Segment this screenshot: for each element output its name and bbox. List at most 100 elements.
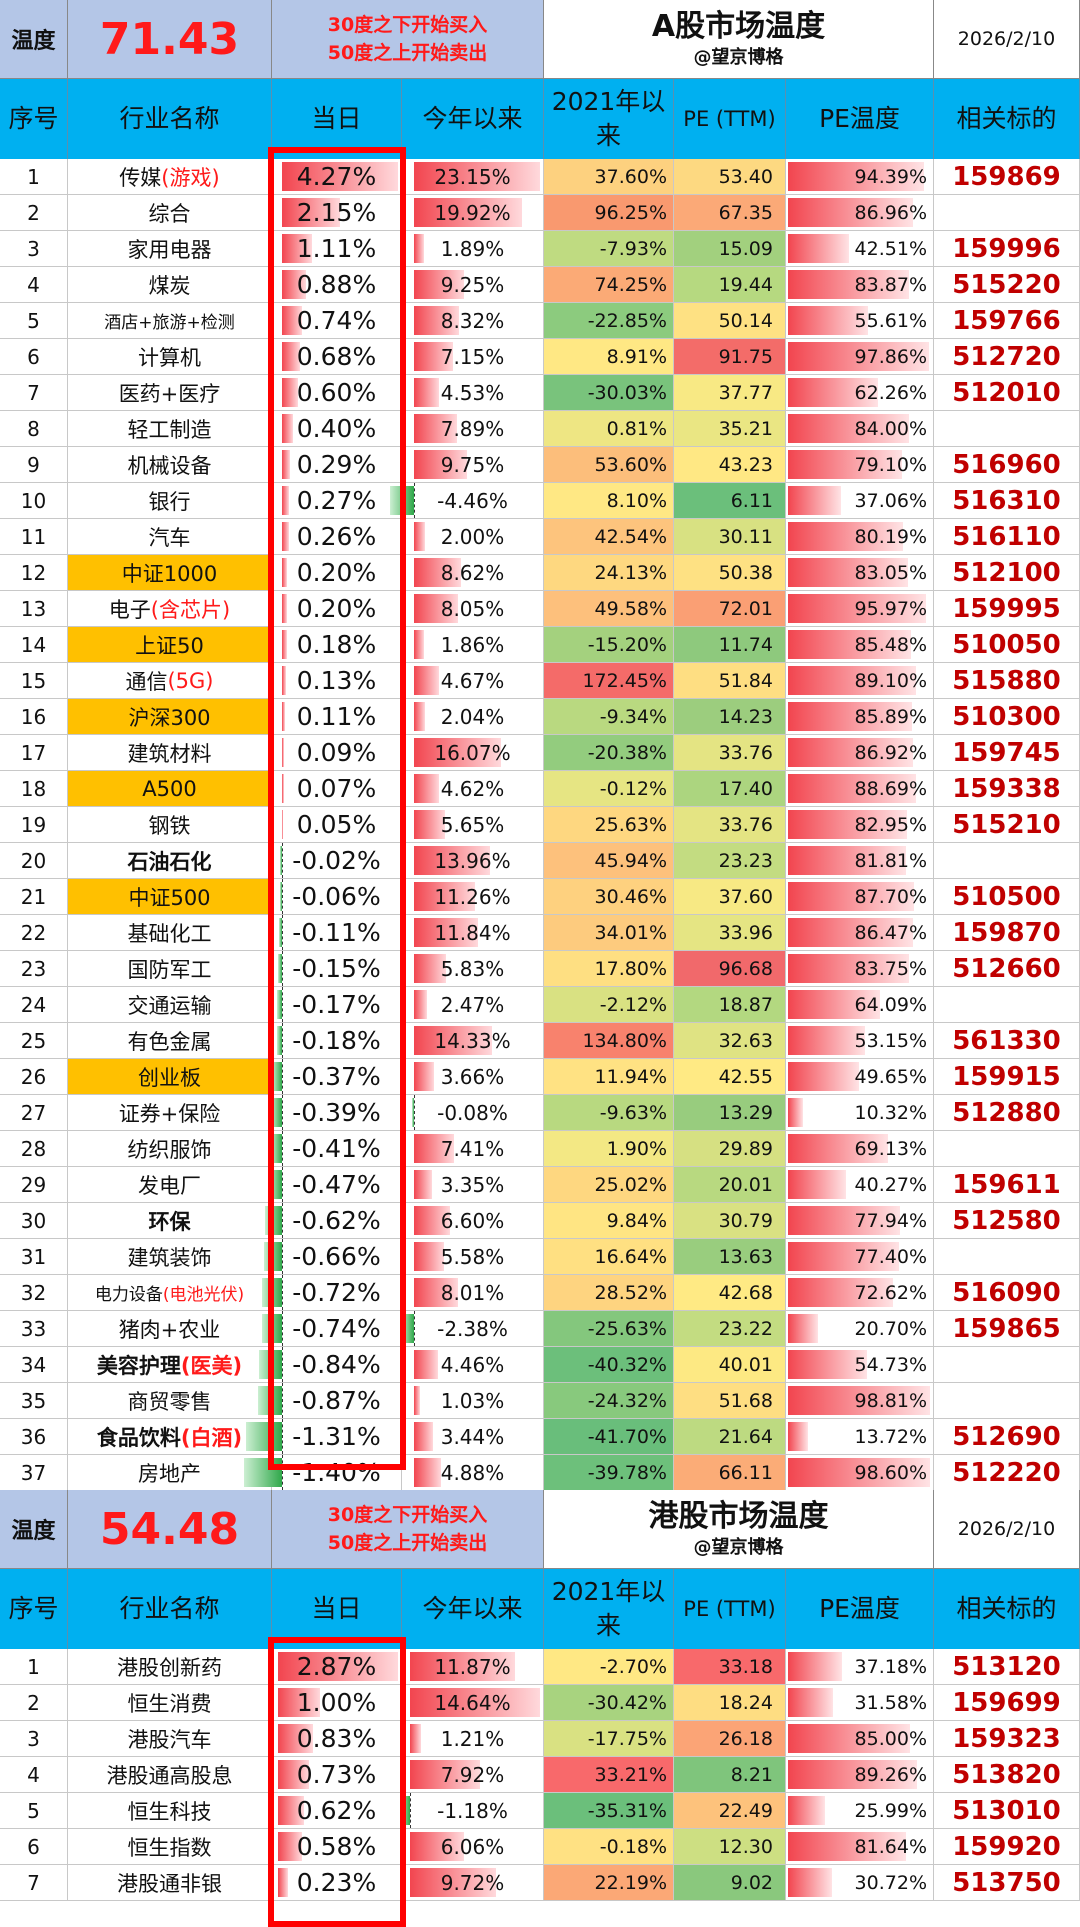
related-code: 513820 <box>934 1757 1080 1792</box>
since-2021: 33.21% <box>544 1757 674 1792</box>
pe-temperature-bar <box>788 666 917 695</box>
table-row: 19 钢铁 0.05% 5.65% 25.63% 33.76 82.95% 515210 <box>0 807 1080 843</box>
pe-temperature-value: 31.58% <box>854 1691 927 1714</box>
pe-temperature: 25.99% <box>786 1793 934 1828</box>
day-change-bar <box>280 882 282 911</box>
related-code: 159611 <box>934 1167 1080 1202</box>
row-index: 16 <box>0 699 68 734</box>
ytd-change-bar <box>414 1386 420 1415</box>
ytd-change-bar <box>412 1098 414 1127</box>
pe-temperature-bar <box>788 198 914 227</box>
ytd-change-bar <box>414 306 460 335</box>
table-row: 24 交通运输 -0.17% 2.47% -2.12% 18.87 64.09% <box>0 987 1080 1023</box>
pe-temperature: 86.96% <box>786 195 934 230</box>
day-change-bar <box>282 666 286 695</box>
ytd-change: 16.07% <box>402 735 544 770</box>
since-2021: -35.31% <box>544 1793 674 1828</box>
related-code: 515210 <box>934 807 1080 842</box>
row-index: 36 <box>0 1419 68 1454</box>
pe-temperature-bar <box>788 810 908 839</box>
day-change-bar <box>278 1868 288 1897</box>
table-row: 37 房地产 -1.40% 4.88% -39.78% 66.11 98.60% 512220 <box>0 1455 1080 1491</box>
ytd-change: 1.21% <box>402 1721 544 1756</box>
day-change-bar <box>282 450 290 479</box>
day-change-bar <box>280 846 282 875</box>
ytd-change-axis <box>410 1793 411 1828</box>
ytd-change: 2.04% <box>402 699 544 734</box>
day-change-value: 0.26% <box>296 522 377 551</box>
since-2021: 25.63% <box>544 807 674 842</box>
table-row: 6 计算机 0.68% 7.15% 8.91% 91.75 97.86% 512720 <box>0 339 1080 375</box>
day-change-bar <box>271 1062 282 1091</box>
industry-name-text: 中证1000 <box>121 561 218 586</box>
related-code <box>934 1347 1080 1382</box>
ytd-change-value: 8.32% <box>440 308 505 333</box>
temperature-value: 71.43 <box>68 0 272 79</box>
ytd-change-value: 9.25% <box>440 272 505 297</box>
pe-temperature-value: 30.72% <box>854 1871 927 1894</box>
pe-temperature-value: 42.51% <box>854 237 927 260</box>
pe-ttm: 43.23 <box>674 447 786 482</box>
pe-temperature-bar <box>788 1242 900 1271</box>
row-index: 23 <box>0 951 68 986</box>
pe-temperature: 97.86% <box>786 339 934 374</box>
ytd-change-bar <box>414 882 476 911</box>
day-change-value: -0.02% <box>292 846 381 875</box>
related-code: 159869 <box>934 159 1080 194</box>
since-2021: -22.85% <box>544 303 674 338</box>
pe-temperature: 81.64% <box>786 1829 934 1864</box>
pe-ttm: 8.21 <box>674 1757 786 1792</box>
ytd-change-value: 7.41% <box>440 1136 505 1161</box>
day-change-axis <box>282 1167 283 1202</box>
ytd-change: 1.86% <box>402 627 544 662</box>
row-index: 35 <box>0 1383 68 1418</box>
pe-temperature-bar <box>788 1314 818 1343</box>
pe-temperature-bar <box>788 1724 911 1753</box>
industry-name: 有色金属 <box>68 1023 272 1058</box>
ytd-change: -2.38% <box>401 1311 544 1346</box>
ytd-change-value: -4.46% <box>437 488 508 513</box>
day-change: 0.40% <box>272 411 402 446</box>
pe-ttm: 20.01 <box>674 1167 786 1202</box>
industry-name: 证券+保险 <box>68 1095 272 1130</box>
day-change-bar <box>246 1422 282 1451</box>
ytd-change-bar <box>414 378 439 407</box>
since-2021: 8.10% <box>544 483 674 518</box>
industry-name: 港股汽车 <box>68 1721 272 1756</box>
industry-name: 纺织服饰 <box>68 1131 272 1166</box>
row-index: 32 <box>0 1275 68 1310</box>
day-change-value: -0.41% <box>292 1134 381 1163</box>
pe-ttm: 23.22 <box>674 1311 786 1346</box>
day-change-bar <box>271 1098 282 1127</box>
pe-temperature: 95.97% <box>786 591 934 626</box>
pe-temperature: 85.48% <box>786 627 934 662</box>
day-change-bar <box>278 1832 303 1861</box>
pe-temperature-bar <box>788 1652 842 1681</box>
col-index: 序号 <box>0 1569 68 1649</box>
pe-ttm: 37.77 <box>674 375 786 410</box>
pe-temperature-value: 69.13% <box>854 1137 927 1160</box>
related-code: 159323 <box>934 1721 1080 1756</box>
industry-name: 创业板 <box>68 1059 272 1094</box>
day-change-value: 0.07% <box>296 774 377 803</box>
pe-temperature-value: 89.26% <box>854 1763 927 1786</box>
ytd-change-value: 5.65% <box>440 812 505 837</box>
pe-temperature: 72.62% <box>786 1275 934 1310</box>
rule-sell: 50度之上开始卖出 <box>327 1532 488 1554</box>
related-code: 510300 <box>934 699 1080 734</box>
since-2021: -25.63% <box>544 1311 674 1346</box>
day-change-bar <box>277 954 282 983</box>
ytd-change: -4.46% <box>389 483 544 518</box>
col-pe: PE (TTM) <box>674 1569 786 1649</box>
industry-name: 轻工制造 <box>68 411 272 446</box>
ytd-change-value: 2.00% <box>440 524 505 549</box>
pe-temperature-bar <box>788 702 912 731</box>
ytd-change-value: 4.62% <box>440 776 505 801</box>
ytd-change: 9.75% <box>402 447 544 482</box>
pe-ttm: 22.49 <box>674 1793 786 1828</box>
day-change-axis <box>282 1059 283 1094</box>
industry-name-text: 酒店+旅游+检测 <box>104 313 235 333</box>
since-2021: 8.91% <box>544 339 674 374</box>
day-change: 0.83% <box>272 1721 402 1756</box>
industry-name-text: 环保 <box>148 1209 191 1234</box>
